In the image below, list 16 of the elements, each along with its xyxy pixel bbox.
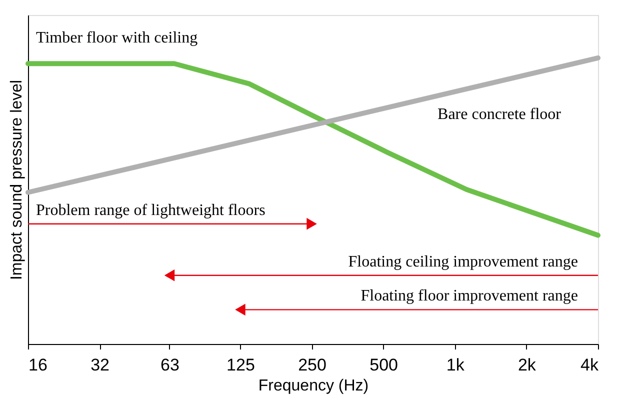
series-label: Floating ceiling improvement range [348,253,578,270]
x-tick-label: 4k [580,356,599,374]
x-tick-label: 63 [160,356,180,374]
x-tick-label: 250 [298,356,326,374]
series-label: Timber floor with ceiling [36,30,198,47]
series-label: Floating floor improvement range [360,288,578,305]
x-tick-label: 2k [518,356,536,374]
x-tick-label: 125 [226,356,255,374]
series-label: Problem range of lightweight floors [36,202,266,219]
x-tick-label: 16 [28,356,48,374]
series-label: Bare concrete floor [438,106,562,123]
x-tick-label: 32 [90,356,110,374]
y-axis-title: Impact sound pressure level [8,80,26,280]
x-tick-label: 500 [370,356,398,374]
x-tick-label: 1k [446,356,465,374]
x-axis-title: Frequency (Hz) [258,378,369,394]
